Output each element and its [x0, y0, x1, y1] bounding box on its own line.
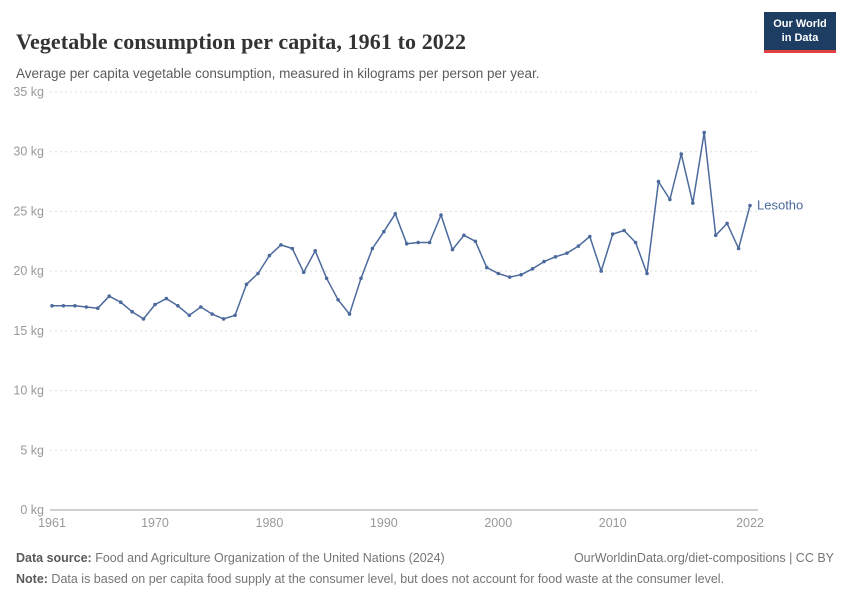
data-point: [290, 246, 295, 251]
data-point: [450, 247, 455, 252]
data-point: [404, 241, 409, 246]
page-title: Vegetable consumption per capita, 1961 t…: [16, 28, 467, 54]
data-point: [313, 249, 318, 253]
data-point: [416, 240, 421, 245]
data-point: [725, 221, 729, 226]
data-point: [50, 304, 54, 308]
data-point: [393, 212, 398, 216]
data-point: [542, 259, 546, 264]
data-point: [553, 255, 558, 259]
owid-logo[interactable]: Our World in Data: [764, 12, 836, 53]
data-point: [427, 240, 432, 245]
x-tick-label: 1980: [256, 516, 284, 530]
data-point: [221, 317, 226, 321]
x-tick-label: 2000: [484, 516, 512, 530]
data-point: [576, 244, 581, 248]
series-end-label: Lesotho: [757, 197, 803, 212]
data-point: [130, 309, 134, 314]
data-point: [565, 251, 569, 255]
y-tick-label: 35 kg: [13, 85, 44, 99]
x-tick-label: 2010: [599, 516, 627, 530]
data-point: [359, 276, 363, 281]
series-line-lesotho: [52, 131, 751, 320]
y-tick-label: 15 kg: [13, 324, 44, 338]
data-point: [96, 306, 100, 310]
data-point: [324, 276, 329, 281]
data-point: [118, 300, 123, 304]
data-point: [519, 272, 523, 277]
data-point: [702, 130, 706, 135]
x-tick-label: 1970: [141, 516, 169, 530]
data-point: [496, 271, 501, 276]
y-tick-label: 0 kg: [20, 503, 44, 517]
data-point: [610, 232, 615, 236]
x-tick-label: 1990: [370, 516, 398, 530]
data-point: [713, 233, 718, 238]
y-tick-label: 5 kg: [20, 443, 44, 457]
owid-logo-accent: [764, 49, 836, 53]
data-point: [485, 265, 489, 270]
data-point: [61, 304, 66, 308]
data-point: [301, 270, 306, 275]
data-point: [473, 239, 478, 244]
data-point: [267, 253, 272, 258]
data-source-text: Data source: Food and Agriculture Organi…: [16, 550, 445, 565]
x-tick-label: 2022: [736, 516, 764, 530]
data-point: [107, 294, 111, 298]
data-point: [187, 313, 192, 318]
data-point: [244, 282, 249, 287]
data-point: [141, 317, 146, 321]
data-point: [176, 304, 180, 308]
data-point: [622, 228, 626, 233]
y-tick-label: 30 kg: [13, 145, 44, 159]
data-point: [233, 313, 237, 318]
chart-area: 0 kg 5 kg 10 kg 15 kg 20 kg 25 kg 30 kg 35 kg 19…: [10, 80, 842, 538]
data-point: [691, 201, 695, 205]
owid-logo-line1: Our World: [773, 18, 827, 30]
data-point: [73, 304, 77, 308]
data-point: [279, 243, 283, 247]
data-point: [530, 267, 535, 271]
owid-logo-line2: in Data: [781, 32, 819, 45]
data-point: [633, 240, 638, 245]
y-tick-label: 10 kg: [13, 384, 44, 398]
data-point: [347, 312, 352, 316]
data-point: [84, 305, 89, 309]
x-tick-label: 1961: [38, 516, 66, 530]
chart-footer: Data source: Food and Agriculture Organi…: [0, 538, 850, 600]
data-point: [507, 275, 512, 279]
data-point: [656, 179, 661, 184]
y-tick-label: 25 kg: [13, 204, 44, 218]
chart-canvas: 0 kg 5 kg 10 kg 15 kg 20 kg 25 kg 30 kg 35 kg 19…: [13, 85, 803, 530]
chart-subtitle: Average per capita vegetable consumption…: [16, 65, 540, 81]
data-point: [370, 246, 375, 251]
data-point: [439, 213, 443, 217]
data-point: [199, 305, 203, 309]
owid-citation-link[interactable]: OurWorldinData.org/diet-compositions | C…: [573, 550, 834, 565]
data-point: [748, 203, 752, 208]
data-point: [164, 296, 169, 301]
data-point: [645, 271, 649, 276]
footer-note: Note: Data is based on per capita food s…: [16, 571, 725, 586]
y-tick-label: 20 kg: [13, 264, 44, 278]
data-point: [588, 234, 592, 239]
data-point: [668, 197, 672, 202]
data-point: [382, 229, 386, 234]
data-point: [256, 271, 260, 276]
data-point: [336, 298, 340, 302]
data-point: [599, 269, 603, 273]
data-point: [462, 233, 466, 238]
data-point: [153, 302, 157, 307]
data-point: [679, 152, 684, 156]
data-point: [210, 312, 214, 316]
data-point: [736, 246, 741, 251]
